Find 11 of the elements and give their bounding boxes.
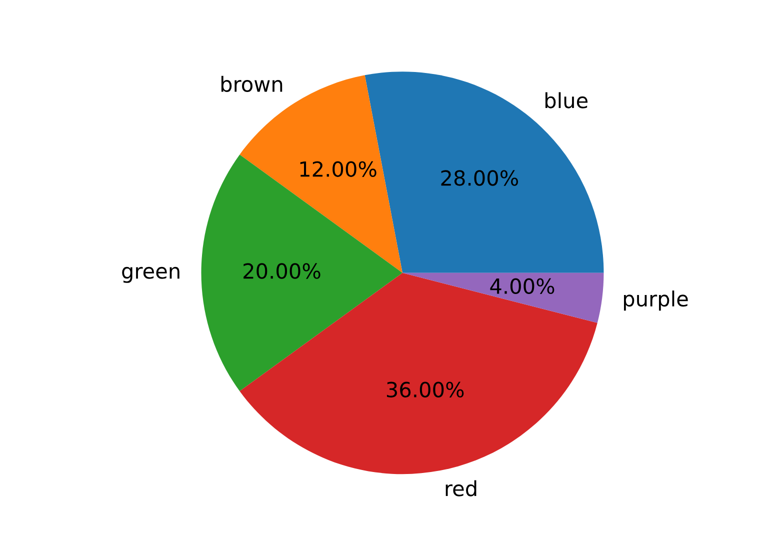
- slice-label: purple: [624, 290, 688, 311]
- slice-label: brown: [221, 76, 282, 92]
- slice-label: blue: [545, 92, 588, 108]
- data-label: 4.00%: [490, 278, 554, 294]
- pie-slice: [402, 272, 604, 323]
- data-label: 20.00%: [244, 263, 320, 279]
- slice-label: red: [446, 480, 476, 496]
- slice-label: green: [122, 266, 180, 283]
- data-label: 36.00%: [386, 382, 464, 398]
- data-label: 28.00%: [441, 170, 518, 186]
- data-label: 12.00%: [300, 161, 376, 177]
